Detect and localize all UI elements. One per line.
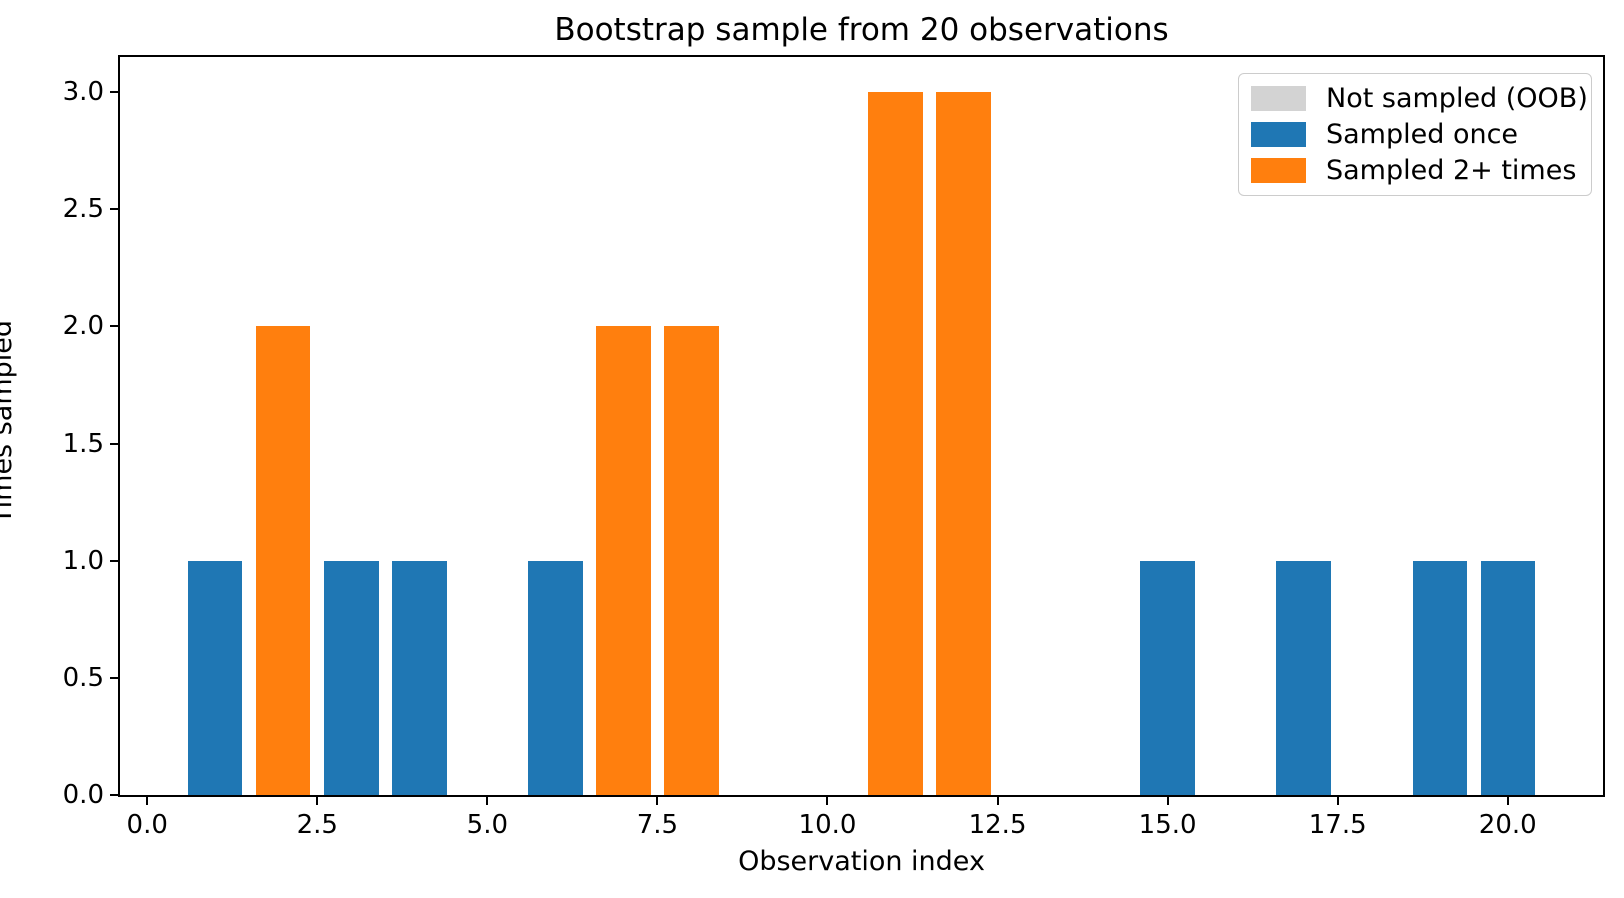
x-tick-label-12.5: 12.5 — [968, 810, 1027, 840]
bar-observation-15 — [1140, 560, 1195, 795]
x-tick-label-17.5: 17.5 — [1308, 810, 1367, 840]
x-tick-mark-10.0 — [826, 797, 829, 805]
bar-observation-1 — [188, 560, 243, 795]
bar-observation-7 — [596, 326, 651, 795]
bar-observation-11 — [868, 92, 923, 795]
x-tick-mark-15.0 — [1166, 797, 1169, 805]
y-tick-label-2.0: 2.0 — [62, 311, 104, 342]
y-tick-label-0.0: 0.0 — [62, 780, 104, 810]
legend-swatch-sampled-once — [1251, 121, 1306, 147]
bar-observation-19 — [1412, 560, 1467, 795]
x-tick-label-5.0: 5.0 — [466, 810, 509, 840]
y-tick-mark-0.0 — [110, 794, 118, 796]
y-tick-mark-2.5 — [110, 208, 118, 211]
y-tick-mark-1.0 — [110, 559, 118, 562]
x-tick-mark-12.5 — [996, 797, 999, 805]
x-tick-label-10.0: 10.0 — [798, 810, 857, 840]
y-tick-mark-2.0 — [110, 325, 118, 328]
bar-observation-3 — [324, 560, 379, 795]
x-axis-label: Observation index — [738, 846, 985, 877]
y-tick-label-0.5: 0.5 — [62, 662, 104, 693]
y-tick-mark-3.0 — [110, 91, 118, 94]
y-tick-label-2.5: 2.5 — [62, 194, 104, 225]
bars-layer — [120, 57, 1603, 795]
y-tick-label-1.5: 1.5 — [62, 428, 104, 459]
x-tick-label-7.5: 7.5 — [636, 810, 679, 840]
legend-label-not-sampled: Not sampled (OOB) — [1326, 83, 1588, 115]
bar-observation-6 — [528, 560, 583, 795]
legend-label-sampled-multi: Sampled 2+ times — [1326, 154, 1577, 186]
x-tick-mark-2.5 — [316, 797, 319, 805]
legend-label-sampled-once: Sampled once — [1326, 118, 1519, 150]
legend-row-sampled-once: Sampled once — [1239, 118, 1591, 151]
x-tick-mark-20.0 — [1506, 797, 1509, 805]
bar-observation-20 — [1480, 560, 1535, 795]
x-tick-label-20.0: 20.0 — [1478, 810, 1537, 840]
x-tick-label-0.0: 0.0 — [126, 810, 168, 840]
x-tick-mark-0.0 — [146, 797, 149, 805]
bar-observation-17 — [1276, 560, 1331, 795]
x-tick-mark-17.5 — [1336, 797, 1339, 805]
legend-swatch-sampled-multi — [1251, 157, 1306, 183]
chart-title: Bootstrap sample from 20 observations — [554, 12, 1169, 48]
bar-observation-4 — [392, 560, 447, 795]
legend-row-not-sampled: Not sampled (OOB) — [1239, 82, 1591, 115]
legend: Not sampled (OOB) Sampled once Sampled 2… — [1238, 73, 1592, 196]
y-tick-label-1.0: 1.0 — [62, 545, 104, 576]
legend-swatch-not-sampled — [1251, 86, 1306, 112]
bar-observation-2 — [256, 326, 311, 795]
y-tick-mark-1.5 — [110, 442, 118, 445]
x-tick-label-15.0: 15.0 — [1138, 810, 1197, 840]
bar-observation-12 — [936, 92, 991, 795]
bar-observation-8 — [664, 326, 719, 795]
x-tick-mark-7.5 — [656, 797, 659, 805]
y-tick-label-3.0: 3.0 — [62, 77, 104, 108]
y-axis-label: Times sampled — [0, 319, 18, 525]
x-tick-label-2.5: 2.5 — [296, 810, 338, 840]
y-tick-mark-0.5 — [110, 676, 118, 679]
x-tick-mark-5.0 — [486, 797, 489, 805]
legend-row-sampled-multi: Sampled 2+ times — [1239, 154, 1591, 187]
